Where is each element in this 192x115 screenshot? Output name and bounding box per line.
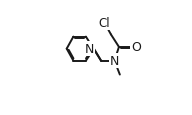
Text: O: O: [132, 41, 141, 54]
Text: Cl: Cl: [98, 17, 110, 30]
Text: N: N: [84, 43, 94, 56]
Text: N: N: [110, 55, 119, 68]
